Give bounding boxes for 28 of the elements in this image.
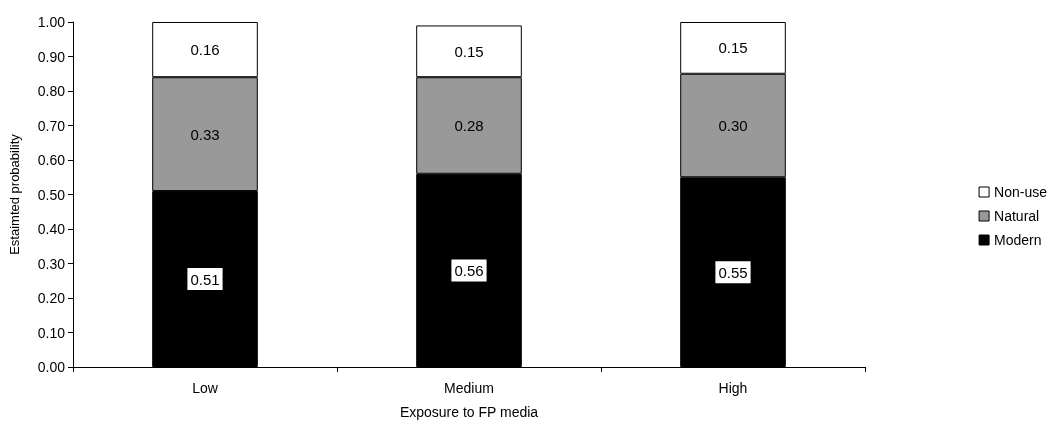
x-axis-title: Exposure to FP media [399,404,539,420]
y-tick-label: 0.80 [37,83,66,99]
legend-label: Modern [994,232,1042,248]
y-tick-label: 0.70 [37,117,66,134]
y-axis-title: Estaimted probability [7,133,22,255]
y-tick-label: 0.00 [37,359,66,375]
y-tick-label: 0.90 [37,48,66,65]
data-label: 0.28 [454,117,484,134]
data-label: 0.56 [454,261,484,279]
data-label: 0.15 [454,42,484,60]
y-tick-label: 0.50 [37,186,66,203]
data-label: 0.51 [190,270,220,288]
y-tick-label: 0.60 [37,152,66,168]
legend-label: Non-use [994,184,1048,200]
y-tick-label: 0.40 [37,221,66,237]
y-tick-label: 0.10 [37,324,66,341]
data-label: 0.15 [718,39,748,57]
y-tick-label: 0.30 [37,255,66,272]
x-tick-label: Low [192,380,219,396]
y-tick-label: 0.20 [37,290,66,306]
data-label: 0.16 [190,41,220,59]
x-tick-label: Medium [444,380,494,396]
legend-label: Natural [994,208,1040,224]
y-tick-label: 1.00 [37,14,66,30]
x-tick-label: High [718,380,748,396]
data-label: 0.55 [718,263,748,281]
data-label: 0.30 [718,117,748,134]
data-label: 0.33 [190,125,220,143]
